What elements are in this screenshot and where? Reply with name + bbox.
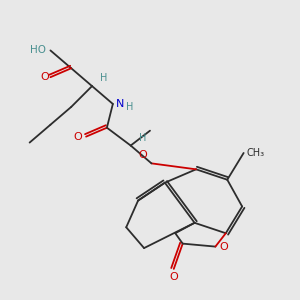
Text: HO: HO <box>30 45 46 56</box>
Text: H: H <box>100 73 108 83</box>
Text: O: O <box>138 150 147 161</box>
Text: CH₃: CH₃ <box>247 148 265 158</box>
Text: H: H <box>139 133 146 142</box>
Text: O: O <box>169 272 178 282</box>
Text: O: O <box>40 72 49 82</box>
Text: O: O <box>220 242 229 252</box>
Text: O: O <box>73 132 82 142</box>
Text: H: H <box>126 102 134 112</box>
Text: N: N <box>116 99 124 109</box>
